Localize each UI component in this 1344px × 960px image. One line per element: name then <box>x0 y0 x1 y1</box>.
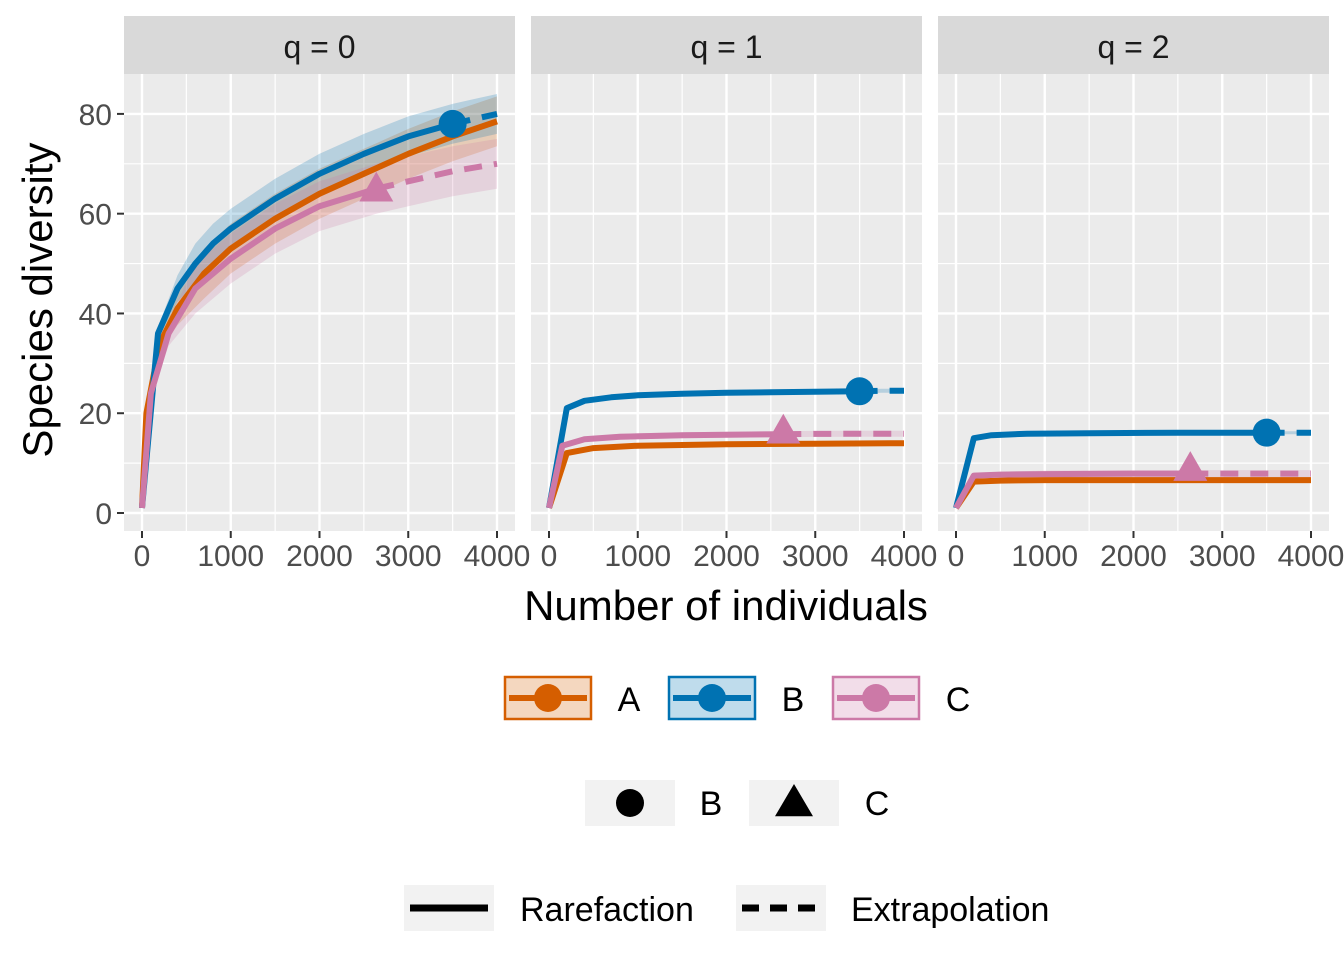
y-tick-label: 80 <box>79 99 112 132</box>
legend-shape-label: C <box>865 785 890 823</box>
x-tick-label: 3000 <box>1189 540 1256 573</box>
x-axis-title: Number of individuals <box>524 582 928 629</box>
y-tick-label: 60 <box>79 199 112 232</box>
rarefaction-line-B <box>953 429 1267 509</box>
x-tick-label: 3000 <box>782 540 849 573</box>
legend-point <box>862 684 890 712</box>
rarefaction-line-A <box>546 440 905 509</box>
rarefaction-line-B <box>139 121 454 509</box>
legend-shape-C: C <box>749 780 889 826</box>
legend-circle-icon <box>616 789 644 817</box>
x-tick-label: 1000 <box>197 540 264 573</box>
x-tick-label: 1000 <box>604 540 671 573</box>
observed-point-B <box>845 377 874 406</box>
x-tick-label: 4000 <box>1278 540 1344 573</box>
panel-strip <box>938 16 1329 74</box>
panel-title: q = 2 <box>1097 29 1169 65</box>
x-tick-label: 0 <box>948 540 965 573</box>
x-tick-label: 4000 <box>464 540 531 573</box>
extrapolation-line-C <box>375 160 498 192</box>
legend-triangle-icon <box>775 784 813 817</box>
y-axis-title: Species diversity <box>14 142 61 457</box>
legend-key-C: C <box>831 675 971 721</box>
legend-shape-B: B <box>585 780 722 826</box>
y-tick-label: 20 <box>79 398 112 431</box>
legend-shape-label: B <box>700 785 723 823</box>
panel-2: q = 2 0 1000 2000 3000 4000 <box>938 16 1344 573</box>
legend-key-A: A <box>503 675 641 721</box>
observed-point-C <box>1173 451 1208 481</box>
legend-method-label: Extrapolation <box>851 891 1049 929</box>
panel-title: q = 0 <box>283 29 355 65</box>
ci-band-A <box>142 96 497 509</box>
panel-0: q = 0 0 1000 2000 3000 4000 <box>124 16 530 573</box>
legend-method-label: Rarefaction <box>520 891 694 929</box>
x-tick-label: 2000 <box>1100 540 1167 573</box>
rarefaction-line-C <box>546 431 784 509</box>
legend-method-dashed: Extrapolation <box>736 885 1049 931</box>
legend: A B C B C Rarefaction Extrapolation <box>404 675 1049 931</box>
observed-point-C <box>766 413 801 444</box>
legend-label-A: A <box>618 681 641 719</box>
extrapolation-line-C <box>783 430 904 438</box>
legend-key-B: B <box>667 675 805 721</box>
legend-point <box>698 684 726 712</box>
legend-label-B: B <box>782 681 805 719</box>
observed-point-B <box>1252 418 1281 447</box>
x-tick-label: 4000 <box>871 540 938 573</box>
x-tick-label: 2000 <box>286 540 353 573</box>
legend-point <box>534 684 562 712</box>
rarefaction-line-C <box>953 470 1191 510</box>
x-tick-label: 2000 <box>693 540 760 573</box>
rarefaction-line-C <box>139 185 378 509</box>
x-tick-label: 1000 <box>1011 540 1078 573</box>
x-tick-label: 0 <box>134 540 151 573</box>
panel-title: q = 1 <box>690 29 762 65</box>
x-tick-label: 0 <box>541 540 558 573</box>
ci-band-C <box>142 138 497 508</box>
y-tick-label: 0 <box>95 498 112 531</box>
observed-point-B <box>438 109 467 138</box>
legend-label-C: C <box>946 681 971 719</box>
panel-strip <box>531 16 922 74</box>
observed-point-C <box>359 171 394 202</box>
rarefaction-line-B <box>546 388 860 509</box>
legend-method-solid: Rarefaction <box>404 885 694 931</box>
panel-strip <box>124 16 515 74</box>
x-tick-label: 3000 <box>375 540 442 573</box>
y-tick-label: 40 <box>79 298 112 331</box>
panel-1: q = 1 0 1000 2000 3000 4000 <box>531 16 937 573</box>
